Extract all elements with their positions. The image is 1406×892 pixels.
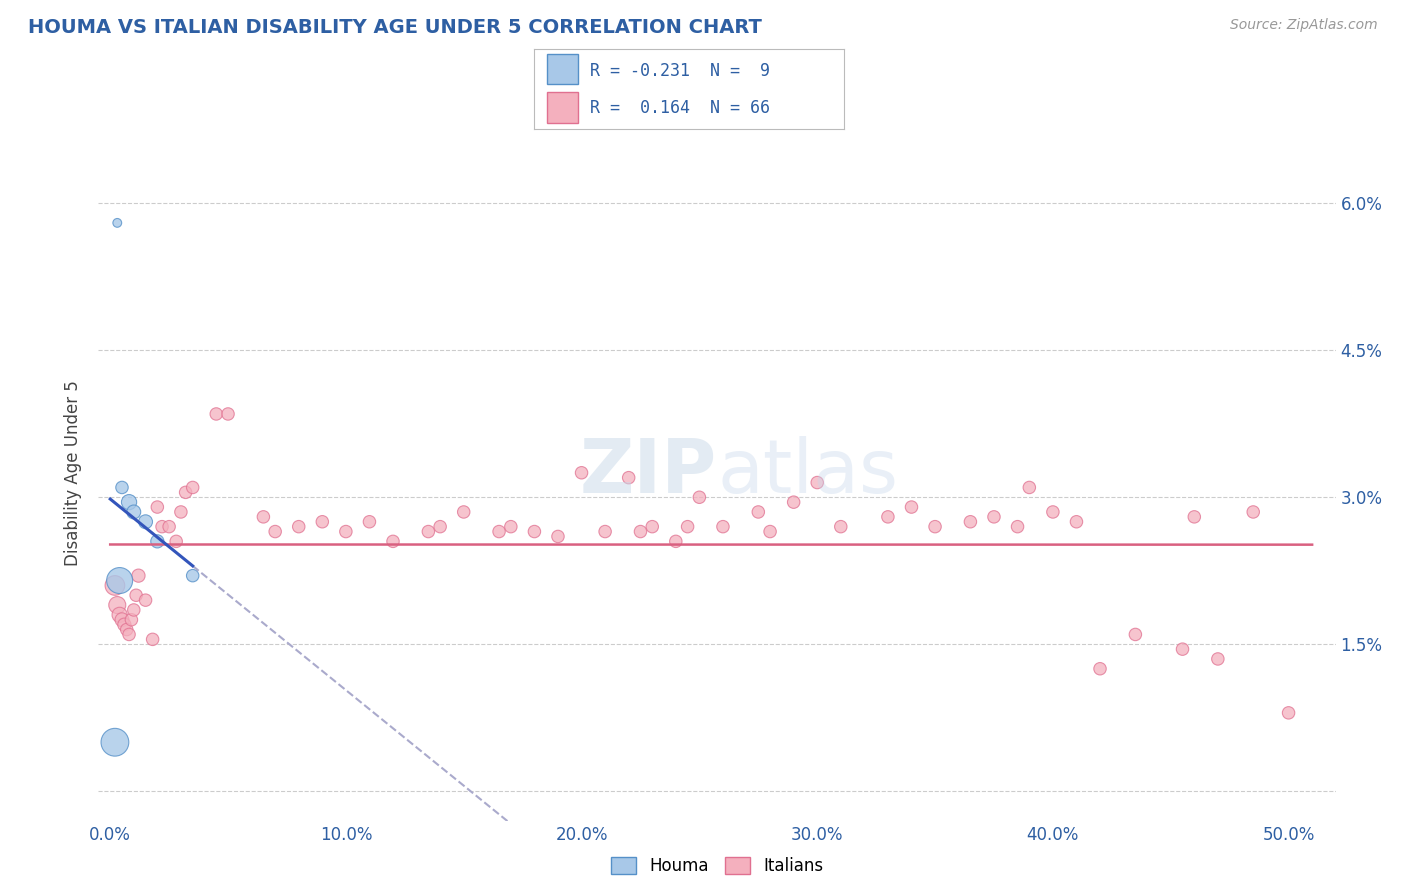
Point [983, 509, 1005, 524]
Point [118, 495, 141, 509]
Point [711, 519, 734, 533]
Point [181, 480, 204, 494]
Point [111, 480, 134, 494]
Point [1171, 642, 1194, 657]
Point [924, 519, 946, 533]
Text: R =  0.164  N = 66: R = 0.164 N = 66 [591, 99, 770, 117]
Point [782, 495, 804, 509]
Point [165, 534, 187, 549]
Point [1018, 480, 1040, 494]
Point [311, 515, 333, 529]
Point [676, 519, 699, 533]
Point [252, 509, 274, 524]
Point [108, 574, 131, 588]
Point [1241, 505, 1264, 519]
Point [1277, 706, 1299, 720]
Point [108, 607, 131, 622]
Point [1206, 652, 1229, 666]
Point [900, 500, 922, 514]
Point [135, 515, 157, 529]
Point [429, 519, 451, 533]
Point [665, 534, 688, 549]
Point [1042, 505, 1064, 519]
Point [571, 466, 593, 480]
Point [105, 598, 128, 612]
Point [146, 534, 169, 549]
Point [115, 623, 138, 637]
Point [523, 524, 546, 539]
Point [630, 524, 652, 539]
Point [382, 534, 405, 549]
Point [122, 603, 145, 617]
Point [181, 568, 204, 582]
Point [120, 613, 142, 627]
Point [453, 505, 475, 519]
Point [547, 529, 569, 543]
Point [142, 632, 165, 647]
Point [122, 505, 145, 519]
Point [205, 407, 228, 421]
Point [111, 613, 134, 627]
Text: R = -0.231  N =  9: R = -0.231 N = 9 [591, 62, 770, 79]
Point [418, 524, 440, 539]
Text: ZIP: ZIP [579, 436, 717, 509]
Point [499, 519, 522, 533]
Point [1182, 509, 1205, 524]
FancyBboxPatch shape [547, 93, 578, 123]
Legend: Houma, Italians: Houma, Italians [605, 850, 830, 882]
Point [806, 475, 828, 490]
Point [641, 519, 664, 533]
Point [118, 627, 141, 641]
Text: atlas: atlas [717, 436, 898, 509]
Point [104, 578, 127, 592]
Point [157, 519, 180, 533]
Point [759, 524, 782, 539]
Point [1007, 519, 1029, 533]
Point [125, 588, 148, 602]
Point [617, 470, 640, 484]
Point [1066, 515, 1088, 529]
Point [488, 524, 510, 539]
Point [593, 524, 616, 539]
Point [830, 519, 852, 533]
Point [174, 485, 197, 500]
Point [264, 524, 287, 539]
Point [105, 216, 128, 230]
Point [877, 509, 900, 524]
Point [335, 524, 357, 539]
Point [127, 568, 149, 582]
Point [170, 505, 193, 519]
Point [146, 500, 169, 514]
Y-axis label: Disability Age Under 5: Disability Age Under 5 [65, 380, 83, 566]
Point [1088, 662, 1111, 676]
Text: HOUMA VS ITALIAN DISABILITY AGE UNDER 5 CORRELATION CHART: HOUMA VS ITALIAN DISABILITY AGE UNDER 5 … [28, 18, 762, 37]
Point [1125, 627, 1147, 641]
Point [959, 515, 981, 529]
Text: Source: ZipAtlas.com: Source: ZipAtlas.com [1230, 18, 1378, 32]
Point [359, 515, 381, 529]
Point [688, 490, 710, 504]
Point [150, 519, 173, 533]
Point [217, 407, 239, 421]
Point [135, 593, 157, 607]
Point [112, 617, 135, 632]
Point [104, 735, 127, 749]
FancyBboxPatch shape [547, 54, 578, 85]
Point [747, 505, 769, 519]
Point [287, 519, 309, 533]
